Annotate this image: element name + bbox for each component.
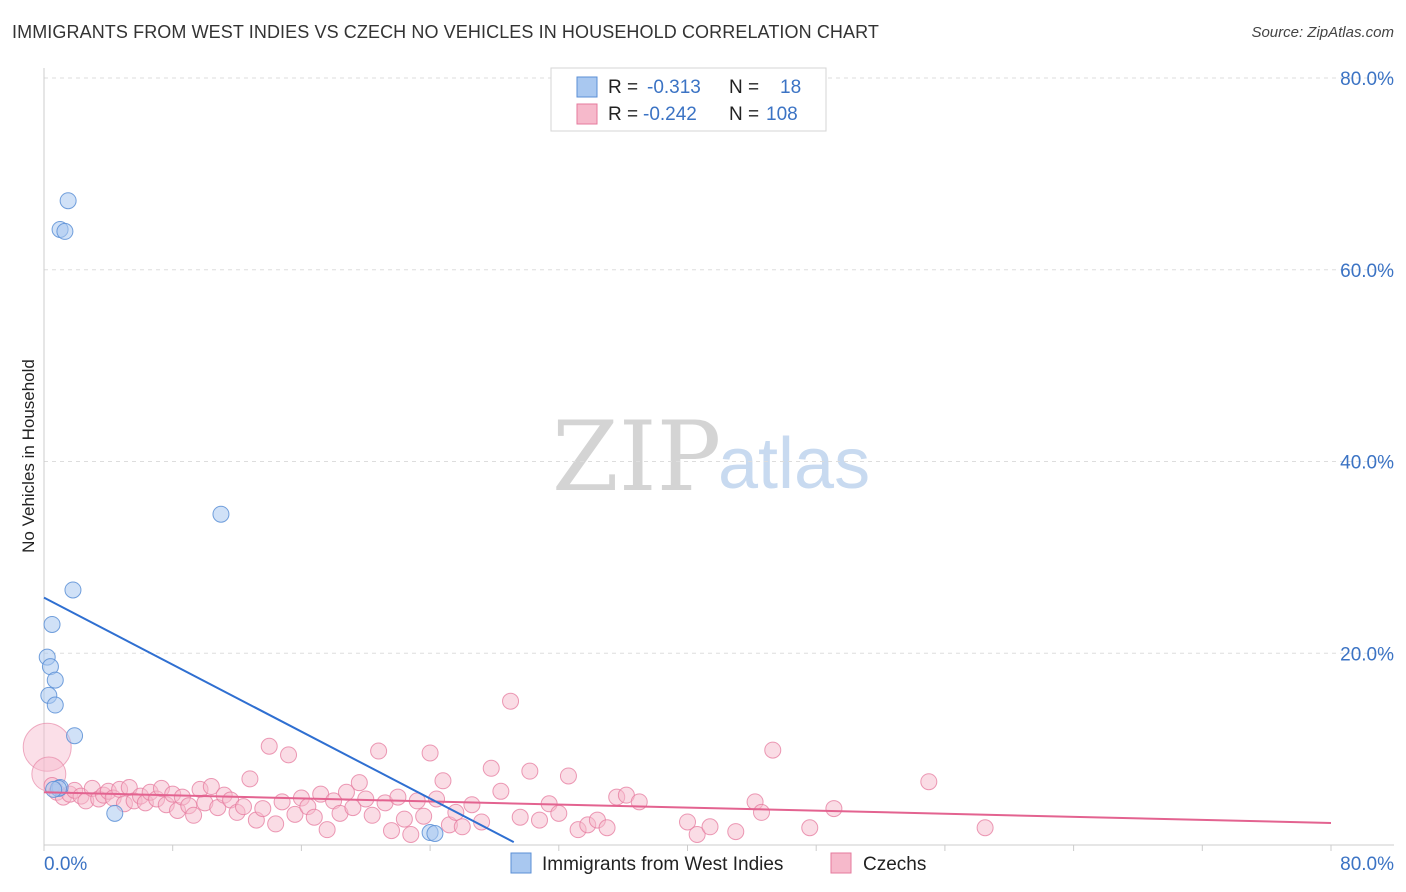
west-indies-trendline	[43, 596, 515, 844]
czechs-point	[701, 818, 719, 836]
legend-r-label-1: R =	[608, 77, 638, 98]
czechs-point	[453, 818, 471, 836]
czechs-point	[421, 744, 439, 762]
czechs-point	[550, 804, 568, 822]
legend-n-value-1: 18	[780, 77, 801, 98]
czechs-point	[764, 741, 782, 759]
legend-swatch-blue	[576, 76, 598, 98]
y-axis-label: No Vehicles in Household	[19, 359, 38, 553]
czechs-point	[318, 821, 336, 839]
czechs-point	[415, 807, 433, 825]
czechs-point	[598, 819, 616, 837]
series-label-czechs: Czechs	[863, 854, 926, 875]
czechs-point	[389, 788, 407, 806]
czechs-point	[463, 796, 481, 814]
czechs-points	[22, 692, 994, 843]
legend-r-label-2: R =	[608, 104, 638, 125]
y-tick-label: 20.0%	[1340, 644, 1394, 665]
x-tick-label: 0.0%	[44, 854, 87, 875]
series-legend: Immigrants from West Indies Czechs	[510, 852, 926, 875]
czechs-point	[727, 823, 745, 841]
trendlines	[43, 596, 1332, 844]
legend-r-value-1: -0.313	[647, 77, 701, 98]
czechs-point	[801, 819, 819, 837]
chart-title: IMMIGRANTS FROM WEST INDIES VS CZECH NO …	[12, 22, 879, 42]
legend-n-label-1: N =	[729, 77, 759, 98]
x-ticks: 0.0% 80.0%	[44, 854, 1394, 875]
series-label-west-indies: Immigrants from West Indies	[542, 854, 783, 875]
west-indies-point	[64, 581, 82, 599]
czechs-point	[363, 806, 381, 824]
axes	[43, 68, 1394, 851]
czechs-point	[395, 810, 413, 828]
czechs-point	[280, 746, 298, 764]
series-swatch-czechs	[830, 852, 852, 874]
series-swatch-west-indies	[510, 852, 532, 874]
y-tick-label: 60.0%	[1340, 261, 1394, 282]
west-indies-point	[106, 804, 124, 822]
west-indies-point	[56, 222, 74, 240]
correlation-legend: R = -0.313 N = 18 R = -0.242 N = 108	[550, 67, 827, 132]
czechs-point	[492, 782, 510, 800]
czechs-point	[202, 778, 220, 796]
west-indies-point	[426, 824, 444, 842]
czechs-point	[185, 806, 203, 824]
west-indies-point	[212, 505, 230, 523]
gridlines	[44, 77, 1394, 654]
watermark-atlas: atlas	[718, 424, 870, 504]
czechs-point	[502, 692, 520, 710]
czechs-point	[370, 742, 388, 760]
czechs-point	[920, 773, 938, 791]
watermark-zip: ZIP	[552, 401, 721, 513]
czechs-point	[234, 798, 252, 816]
czechs-point	[559, 767, 577, 785]
czechs-point	[521, 762, 539, 780]
watermark: ZIP atlas	[552, 401, 870, 513]
czechs-point	[482, 759, 500, 777]
czechs-point	[530, 811, 548, 829]
czechs-point	[273, 793, 291, 811]
legend-r-value-2: -0.242	[643, 104, 697, 125]
source-credit: Source: ZipAtlas.com	[1251, 24, 1394, 41]
west-indies-point	[43, 615, 61, 633]
y-ticks: 20.0% 40.0% 60.0% 80.0%	[1340, 69, 1394, 665]
czechs-point	[825, 800, 843, 818]
czechs-point	[753, 803, 771, 821]
czechs-point	[434, 772, 452, 790]
y-tick-label: 40.0%	[1340, 453, 1394, 474]
west-indies-point	[59, 192, 77, 210]
czechs-point	[382, 822, 400, 840]
legend-n-label-2: N =	[729, 104, 759, 125]
czechs-point	[511, 808, 529, 826]
west-indies-point	[46, 671, 64, 689]
czechs-point	[679, 813, 696, 831]
czechs-point	[688, 825, 706, 843]
czechs-point	[976, 819, 994, 837]
czechs-point	[254, 800, 272, 818]
czechs-trendline	[43, 791, 1332, 824]
x-tick-label: 80.0%	[1340, 854, 1394, 875]
czechs-point	[260, 737, 278, 755]
west-indies-point	[46, 696, 64, 714]
czechs-point	[305, 808, 323, 826]
czechs-point	[267, 815, 285, 833]
czechs-point	[402, 825, 420, 843]
legend-swatch-pink	[576, 103, 598, 125]
czechs-point	[350, 774, 368, 792]
west-indies-point	[66, 727, 84, 745]
y-tick-label: 80.0%	[1340, 69, 1394, 90]
czechs-point-large	[22, 722, 72, 772]
czechs-point	[286, 805, 304, 823]
czechs-point	[241, 770, 259, 788]
west-indies-point	[45, 780, 63, 798]
legend-n-value-2: 108	[766, 104, 798, 125]
